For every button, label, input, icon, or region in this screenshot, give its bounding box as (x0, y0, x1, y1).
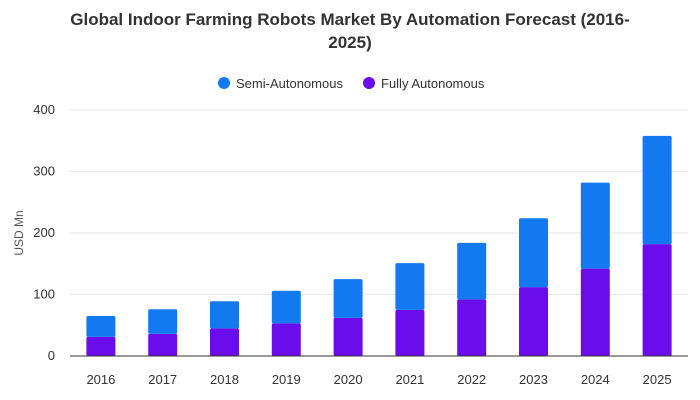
legend-label-fully-autonomous[interactable]: Fully Autonomous (381, 76, 485, 91)
y-tick-label-0: 0 (48, 348, 55, 363)
legend-marker-semi-autonomous[interactable] (218, 77, 230, 89)
chart-title-line-1: Global Indoor Farming Robots Market By A… (70, 10, 630, 29)
y-axis-label: USD Mn (12, 210, 26, 255)
bar-semi-autonomous-2024[interactable] (580, 182, 610, 269)
y-tick-label-400: 400 (33, 102, 55, 117)
legend: Semi-Autonomous Fully Autonomous (218, 76, 485, 91)
y-tick-label-100: 100 (33, 287, 55, 302)
bar-fully-autonomous-2023[interactable] (519, 287, 548, 356)
bar-semi-autonomous-2017[interactable] (148, 309, 178, 334)
bar-semi-autonomous-2016[interactable] (86, 316, 116, 337)
x-tick-label-2025: 2025 (643, 372, 672, 387)
bar-fully-autonomous-2016[interactable] (86, 336, 116, 356)
chart-title-line-2: 2025) (328, 33, 371, 52)
bar-fully-autonomous-2022[interactable] (457, 299, 487, 356)
x-tick-label-2019: 2019 (272, 372, 301, 387)
legend-marker-fully-autonomous[interactable] (363, 77, 375, 89)
bar-semi-autonomous-2019[interactable] (271, 290, 301, 324)
x-tick-label-2024: 2024 (581, 372, 610, 387)
bars (86, 135, 672, 356)
x-tick-label-2022: 2022 (457, 372, 486, 387)
legend-label-semi-autonomous[interactable]: Semi-Autonomous (236, 76, 343, 91)
y-tick-label-300: 300 (33, 164, 55, 179)
bar-fully-autonomous-2019[interactable] (271, 323, 301, 356)
x-axis-ticks: 2016 2017 2018 2019 2020 2021 2022 2023 2024 2025 (86, 372, 671, 387)
y-tick-label-200: 200 (33, 225, 55, 240)
bar-semi-autonomous-2022[interactable] (457, 242, 487, 300)
bar-semi-autonomous-2021[interactable] (395, 263, 425, 310)
bar-fully-autonomous-2025[interactable] (642, 244, 672, 356)
x-tick-label-2018: 2018 (210, 372, 239, 387)
bar-fully-autonomous-2017[interactable] (148, 333, 178, 356)
y-axis-ticks: 0 100 200 300 400 (33, 102, 55, 363)
x-tick-label-2020: 2020 (334, 372, 363, 387)
x-tick-label-2016: 2016 (86, 372, 115, 387)
bar-fully-autonomous-2018[interactable] (210, 328, 239, 356)
x-tick-label-2017: 2017 (148, 372, 177, 387)
x-tick-label-2021: 2021 (395, 372, 424, 387)
bar-semi-autonomous-2023[interactable] (519, 218, 548, 288)
x-tick-label-2023: 2023 (519, 372, 548, 387)
bar-fully-autonomous-2020[interactable] (333, 317, 363, 356)
bar-semi-autonomous-2020[interactable] (333, 279, 363, 318)
bar-fully-autonomous-2021[interactable] (395, 309, 425, 356)
bar-fully-autonomous-2024[interactable] (580, 268, 610, 356)
bar-semi-autonomous-2018[interactable] (210, 301, 239, 329)
bar-semi-autonomous-2025[interactable] (642, 135, 672, 245)
